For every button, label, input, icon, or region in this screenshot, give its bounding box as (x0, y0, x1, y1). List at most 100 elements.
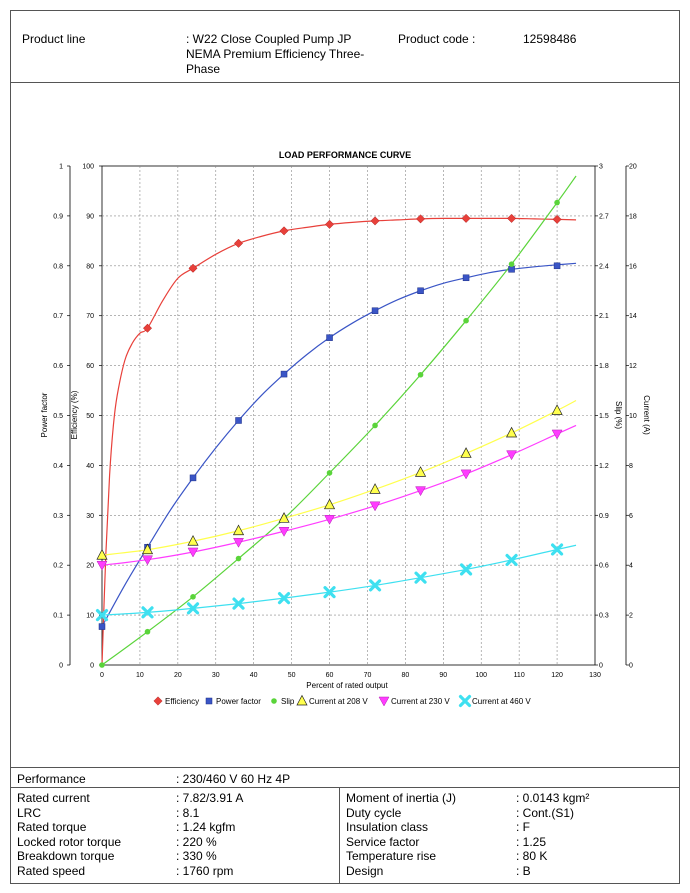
efficiency-point (188, 263, 198, 273)
x-tick-label: 130 (589, 672, 601, 679)
specs-right: Moment of inertia (J): 0.0143 kgm² Duty c… (340, 788, 680, 883)
slip-point (326, 470, 333, 476)
power-factor-tick-label: 0.8 (53, 263, 63, 270)
spec-right-label: Insulation class (346, 820, 429, 835)
current-at-208-v-point (369, 483, 381, 494)
spec-left-value: : 7.82/3.91 A (176, 791, 244, 805)
current-tick-label: 4 (629, 563, 633, 570)
current-tick-label: 16 (629, 263, 637, 270)
spec-right-value: : 1.25 (516, 834, 547, 849)
legend-power-factor-label: Power factor (216, 697, 261, 706)
legend-current-at-208-v-label: Current at 208 V (309, 697, 368, 706)
x-tick-label: 0 (100, 672, 104, 679)
efficiency-tick-label: 70 (86, 313, 94, 320)
legend-efficiency-icon (153, 696, 163, 706)
efficiency-point (324, 219, 335, 229)
chart-title: LOAD PERFORMANCE CURVE (279, 150, 411, 160)
x-tick-label: 20 (174, 672, 182, 679)
current-at-460-v-curve (101, 544, 577, 616)
power-factor-tick-label: 0 (59, 663, 63, 670)
current-at-208-v-curve (101, 399, 577, 556)
slip-point (417, 371, 424, 378)
legend-power-factor-icon (205, 697, 213, 705)
power-factor-tick-label: 0.5 (53, 413, 63, 420)
power-factor-point (553, 262, 561, 270)
spec-right-label: Service factor (346, 834, 420, 849)
power-factor-point (371, 307, 379, 314)
spec-right-label: Duty cycle (346, 805, 402, 820)
specs-left: Rated current: 7.82/3.91 A LRC: 8.1 Rated … (11, 788, 339, 883)
spec-right-label: Design (346, 864, 384, 878)
power-factor-point (417, 287, 424, 294)
current-at-230-v-point (233, 537, 244, 548)
product-line-value: : W22 Close Coupled Pump JP NEMA Premium… (186, 32, 365, 76)
spec-right-value: : F (516, 820, 530, 835)
current-at-230-v-point (187, 547, 199, 558)
current-tick-label: 12 (629, 363, 637, 370)
product-code-value: 12598486 (523, 32, 577, 46)
x-tick-label: 100 (475, 672, 487, 679)
power-factor-point (508, 266, 515, 273)
spec-left-label: Rated torque (17, 820, 87, 835)
slip-tick-label: 2.1 (599, 313, 609, 320)
markers (95, 199, 564, 668)
slip-tick-label: 0.3 (599, 613, 609, 620)
spec-left-value: : 1760 rpm (176, 864, 234, 878)
current-at-460-v-point (550, 543, 564, 556)
power-factor-curve (101, 262, 577, 627)
spec-left-value: : 330 % (176, 849, 217, 864)
current-tick-label: 8 (629, 463, 633, 470)
slip-point (144, 628, 151, 635)
power-factor-point (235, 417, 242, 424)
current-at-460-v-point (368, 579, 382, 592)
power-factor-point (462, 274, 470, 282)
current-tick-label: 0 (629, 663, 633, 670)
efficiency-tick-label: 20 (86, 563, 94, 570)
efficiency-tick-label: 50 (86, 413, 94, 420)
legend: Efficiency Power factor Slip Current at 208… (153, 694, 531, 708)
power-factor-tick-label: 0.9 (53, 213, 63, 220)
current-at-460-v-point (277, 592, 291, 605)
spec-right-label: Temperature rise (346, 849, 437, 864)
current-at-460-v-point (323, 586, 336, 599)
current-tick-label: 20 (629, 164, 637, 171)
power-factor-point (326, 334, 333, 341)
efficiency-tick-label: 10 (86, 613, 94, 620)
x-tick-label: 60 (326, 672, 334, 679)
efficiency-tick-label: 30 (86, 513, 94, 520)
current-at-460-v-point (141, 606, 154, 619)
efficiency-tick-label: 100 (82, 164, 94, 171)
spec-right-value: : 80 K (516, 849, 548, 864)
slip-tick-label: 1.5 (599, 413, 609, 420)
spec-left-value: : 1.24 kgfm (176, 820, 236, 835)
efficiency-point (507, 213, 517, 223)
specs-box: Rated current: 7.82/3.91 A LRC: 8.1 Rated … (10, 787, 680, 884)
current-at-208-v-point (460, 447, 472, 458)
slip-point (372, 422, 378, 429)
spec-right-value: : Cont.(S1) (516, 805, 575, 820)
load-performance-chart: LOAD PERFORMANCE CURVE 0 10 20 30 40 50 60 70 80… (40, 150, 651, 708)
efficiency-tick-label: 60 (86, 363, 94, 370)
efficiency-point (233, 238, 244, 248)
current-at-230-v-point (324, 515, 335, 525)
current-at-230-v-point (369, 501, 381, 512)
x-tick-label: 80 (401, 672, 409, 679)
current-at-208-v-point (96, 548, 108, 560)
efficiency-point (370, 216, 380, 226)
current-at-460-v-point (232, 597, 245, 610)
slip-tick-label: 0 (599, 663, 603, 670)
legend-slip-label: Slip (281, 697, 295, 706)
power-factor-tick-label: 1 (59, 164, 63, 171)
current-at-460-v-point (459, 563, 473, 576)
legend-current-at-230-v-icon (378, 696, 390, 707)
current-at-460-v-point (186, 602, 200, 615)
efficiency-tick-label: 0 (90, 663, 94, 670)
current-at-208-v-point (141, 543, 154, 555)
axes: 0 10 20 30 40 50 60 70 80 90 100 110 120 13000.10.20.… (53, 164, 637, 680)
legend-current-at-460-v-label: Current at 460 V (472, 697, 531, 706)
current-at-230-v-point (278, 527, 290, 537)
power-factor-axis-label: Power factor (40, 392, 49, 437)
slip-tick-label: 0.6 (599, 563, 609, 570)
slip-point (235, 555, 242, 562)
current-at-230-v-point (415, 486, 426, 497)
